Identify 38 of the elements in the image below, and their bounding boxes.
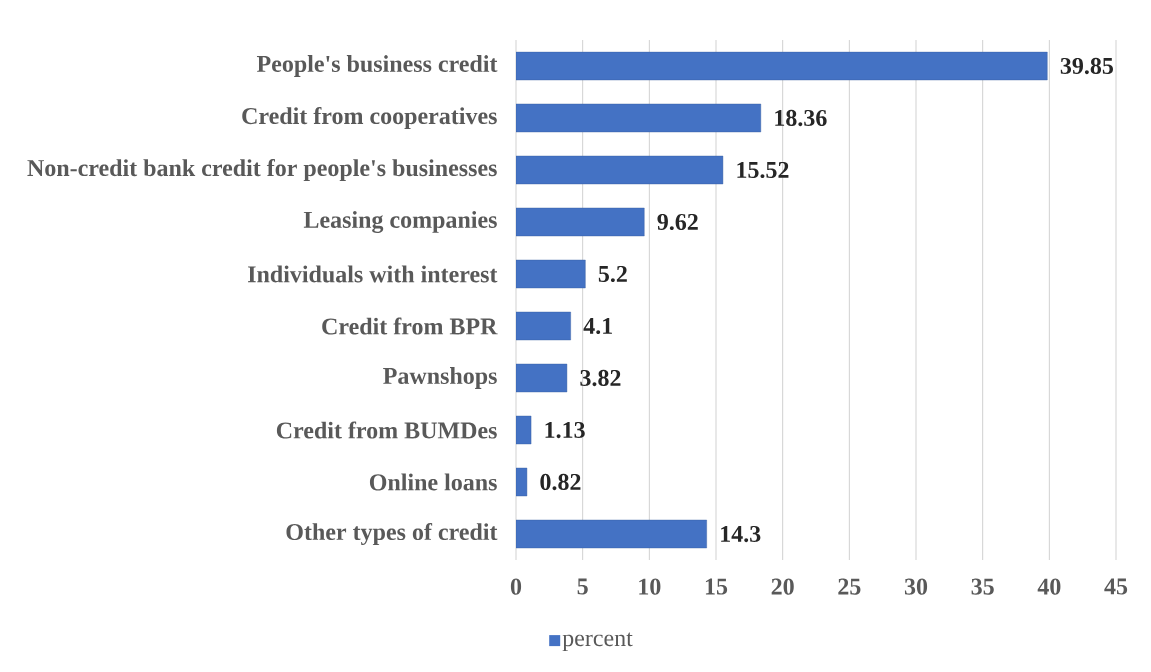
y-tick-label: Other types of credit xyxy=(286,522,498,546)
y-tick-label: Credit from BPR xyxy=(322,317,498,335)
x-tick-label: 10 xyxy=(639,578,661,595)
x-tick-label: 20 xyxy=(771,578,794,595)
data-label: 0.82 xyxy=(540,473,581,491)
data-label: 15.52 xyxy=(737,161,789,179)
x-tick-label: 45 xyxy=(1104,578,1128,595)
data-label: 39.85 xyxy=(1060,57,1113,75)
data-label: 3.82 xyxy=(580,369,621,387)
y-tick-label: Credit from BUMDes xyxy=(276,421,497,439)
x-tick-label: 30 xyxy=(904,578,928,595)
y-tick-label: Non-credit bank credit for people's businesses xyxy=(27,159,497,182)
y-tick-label: People's business credit xyxy=(256,55,498,77)
bar xyxy=(516,155,724,185)
data-label: 1.13 xyxy=(545,421,585,439)
x-tick-label: 5 xyxy=(577,578,588,595)
legend-label: percent xyxy=(562,632,633,652)
x-tick-label: 40 xyxy=(1037,578,1061,595)
data-label: 5.2 xyxy=(598,265,627,283)
data-label: 9.62 xyxy=(657,213,698,231)
bar xyxy=(516,51,1048,81)
x-tick-label: 15 xyxy=(705,578,728,595)
x-tick-label: 0 xyxy=(510,578,522,595)
bar xyxy=(516,519,707,549)
y-tick-label: Leasing companies xyxy=(303,211,497,233)
y-tick-label: Online loans xyxy=(369,473,497,491)
x-tick-label: 25 xyxy=(838,578,861,595)
y-tick-label: Individuals with interest xyxy=(248,265,498,283)
bar xyxy=(516,259,586,289)
data-label: 18.36 xyxy=(775,109,827,127)
x-tick-label: 35 xyxy=(971,578,994,595)
data-label: 4.1 xyxy=(583,317,612,335)
data-label: 14.3 xyxy=(721,525,761,543)
y-tick-label: Credit from cooperatives xyxy=(242,107,497,130)
y-tick-label: Pawnshops xyxy=(383,367,497,389)
bar xyxy=(516,103,761,133)
bar xyxy=(516,207,645,237)
bar xyxy=(516,311,571,341)
